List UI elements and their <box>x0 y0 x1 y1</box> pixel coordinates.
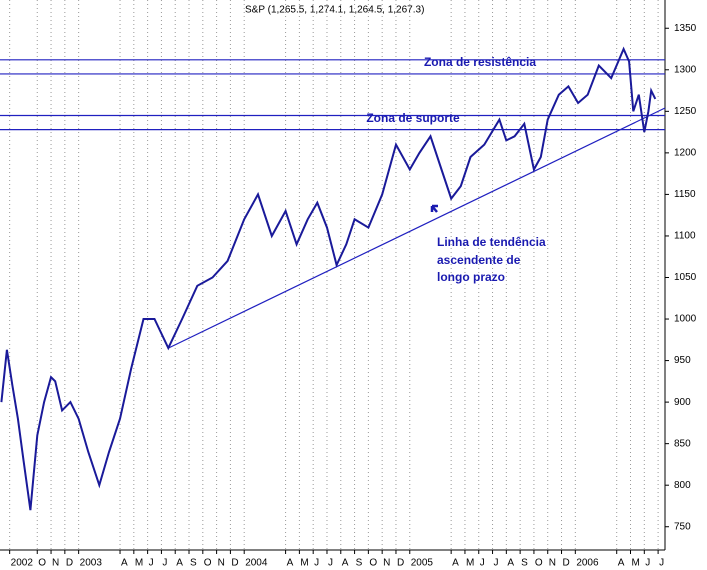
y-tick-label: 850 <box>674 438 691 449</box>
x-tick-label: A <box>287 558 294 569</box>
x-tick-label: A <box>121 558 128 569</box>
annotation: ascendente de <box>437 253 521 267</box>
y-tick-label: 1150 <box>674 189 696 200</box>
x-tick-label: J <box>149 558 154 569</box>
x-tick-label: O <box>204 558 212 569</box>
x-tick-label: O <box>38 558 46 569</box>
x-tick-label: J <box>659 558 664 569</box>
x-tick-label: A <box>342 558 349 569</box>
x-tick-label: N <box>218 558 225 569</box>
y-tick-label: 950 <box>674 355 691 366</box>
x-tick-label: D <box>231 558 238 569</box>
x-tick-label: J <box>494 558 499 569</box>
x-tick-label: 2002 <box>11 558 34 569</box>
x-tick-label: O <box>535 558 543 569</box>
x-tick-label: D <box>397 558 404 569</box>
annotation: Zona de suporte <box>366 111 460 125</box>
price-line <box>0 46 657 511</box>
x-tick-label: N <box>549 558 556 569</box>
annotation-arrow <box>430 204 438 213</box>
x-tick-label: J <box>162 558 167 569</box>
x-tick-label: D <box>66 558 73 569</box>
y-tick-label: 1200 <box>674 148 697 159</box>
x-tick-label: S <box>190 558 197 569</box>
trend-line <box>168 107 666 349</box>
x-tick-label: M <box>300 558 308 569</box>
x-tick-label: M <box>632 558 640 569</box>
x-tick-label: S <box>521 558 528 569</box>
annotation: Zona de resistência <box>424 55 536 69</box>
x-tick-label: D <box>563 558 570 569</box>
y-tick-label: 800 <box>674 480 691 491</box>
y-tick-label: 1350 <box>674 23 697 34</box>
x-tick-label: O <box>369 558 377 569</box>
y-tick-label: 750 <box>674 521 691 532</box>
x-tick-label: S <box>356 558 363 569</box>
x-tick-label: 2005 <box>411 558 434 569</box>
chart-title: S&P (1,265.5, 1,274.1, 1,264.5, 1,267.3) <box>245 5 424 16</box>
annotation: Linha de tendência <box>437 235 546 249</box>
x-tick-label: A <box>176 558 183 569</box>
y-tick-label: 1050 <box>674 272 697 283</box>
x-tick-label: J <box>328 558 333 569</box>
x-tick-label: J <box>314 558 319 569</box>
x-tick-label: N <box>52 558 59 569</box>
y-tick-label: 1000 <box>674 314 697 325</box>
x-tick-label: 2003 <box>80 558 103 569</box>
y-tick-label: 1300 <box>674 64 697 75</box>
x-tick-label: M <box>135 558 143 569</box>
y-tick-label: 1250 <box>674 106 697 117</box>
x-tick-label: M <box>466 558 474 569</box>
x-tick-label: N <box>383 558 390 569</box>
annotation: longo prazo <box>437 270 505 284</box>
x-tick-label: J <box>645 558 650 569</box>
x-tick-label: A <box>507 558 514 569</box>
y-tick-label: 1100 <box>674 231 696 242</box>
x-tick-label: J <box>480 558 485 569</box>
y-tick-label: 900 <box>674 397 691 408</box>
x-tick-label: A <box>452 558 459 569</box>
x-tick-label: 2006 <box>576 558 599 569</box>
x-tick-label: 2004 <box>245 558 268 569</box>
x-tick-label: A <box>618 558 625 569</box>
